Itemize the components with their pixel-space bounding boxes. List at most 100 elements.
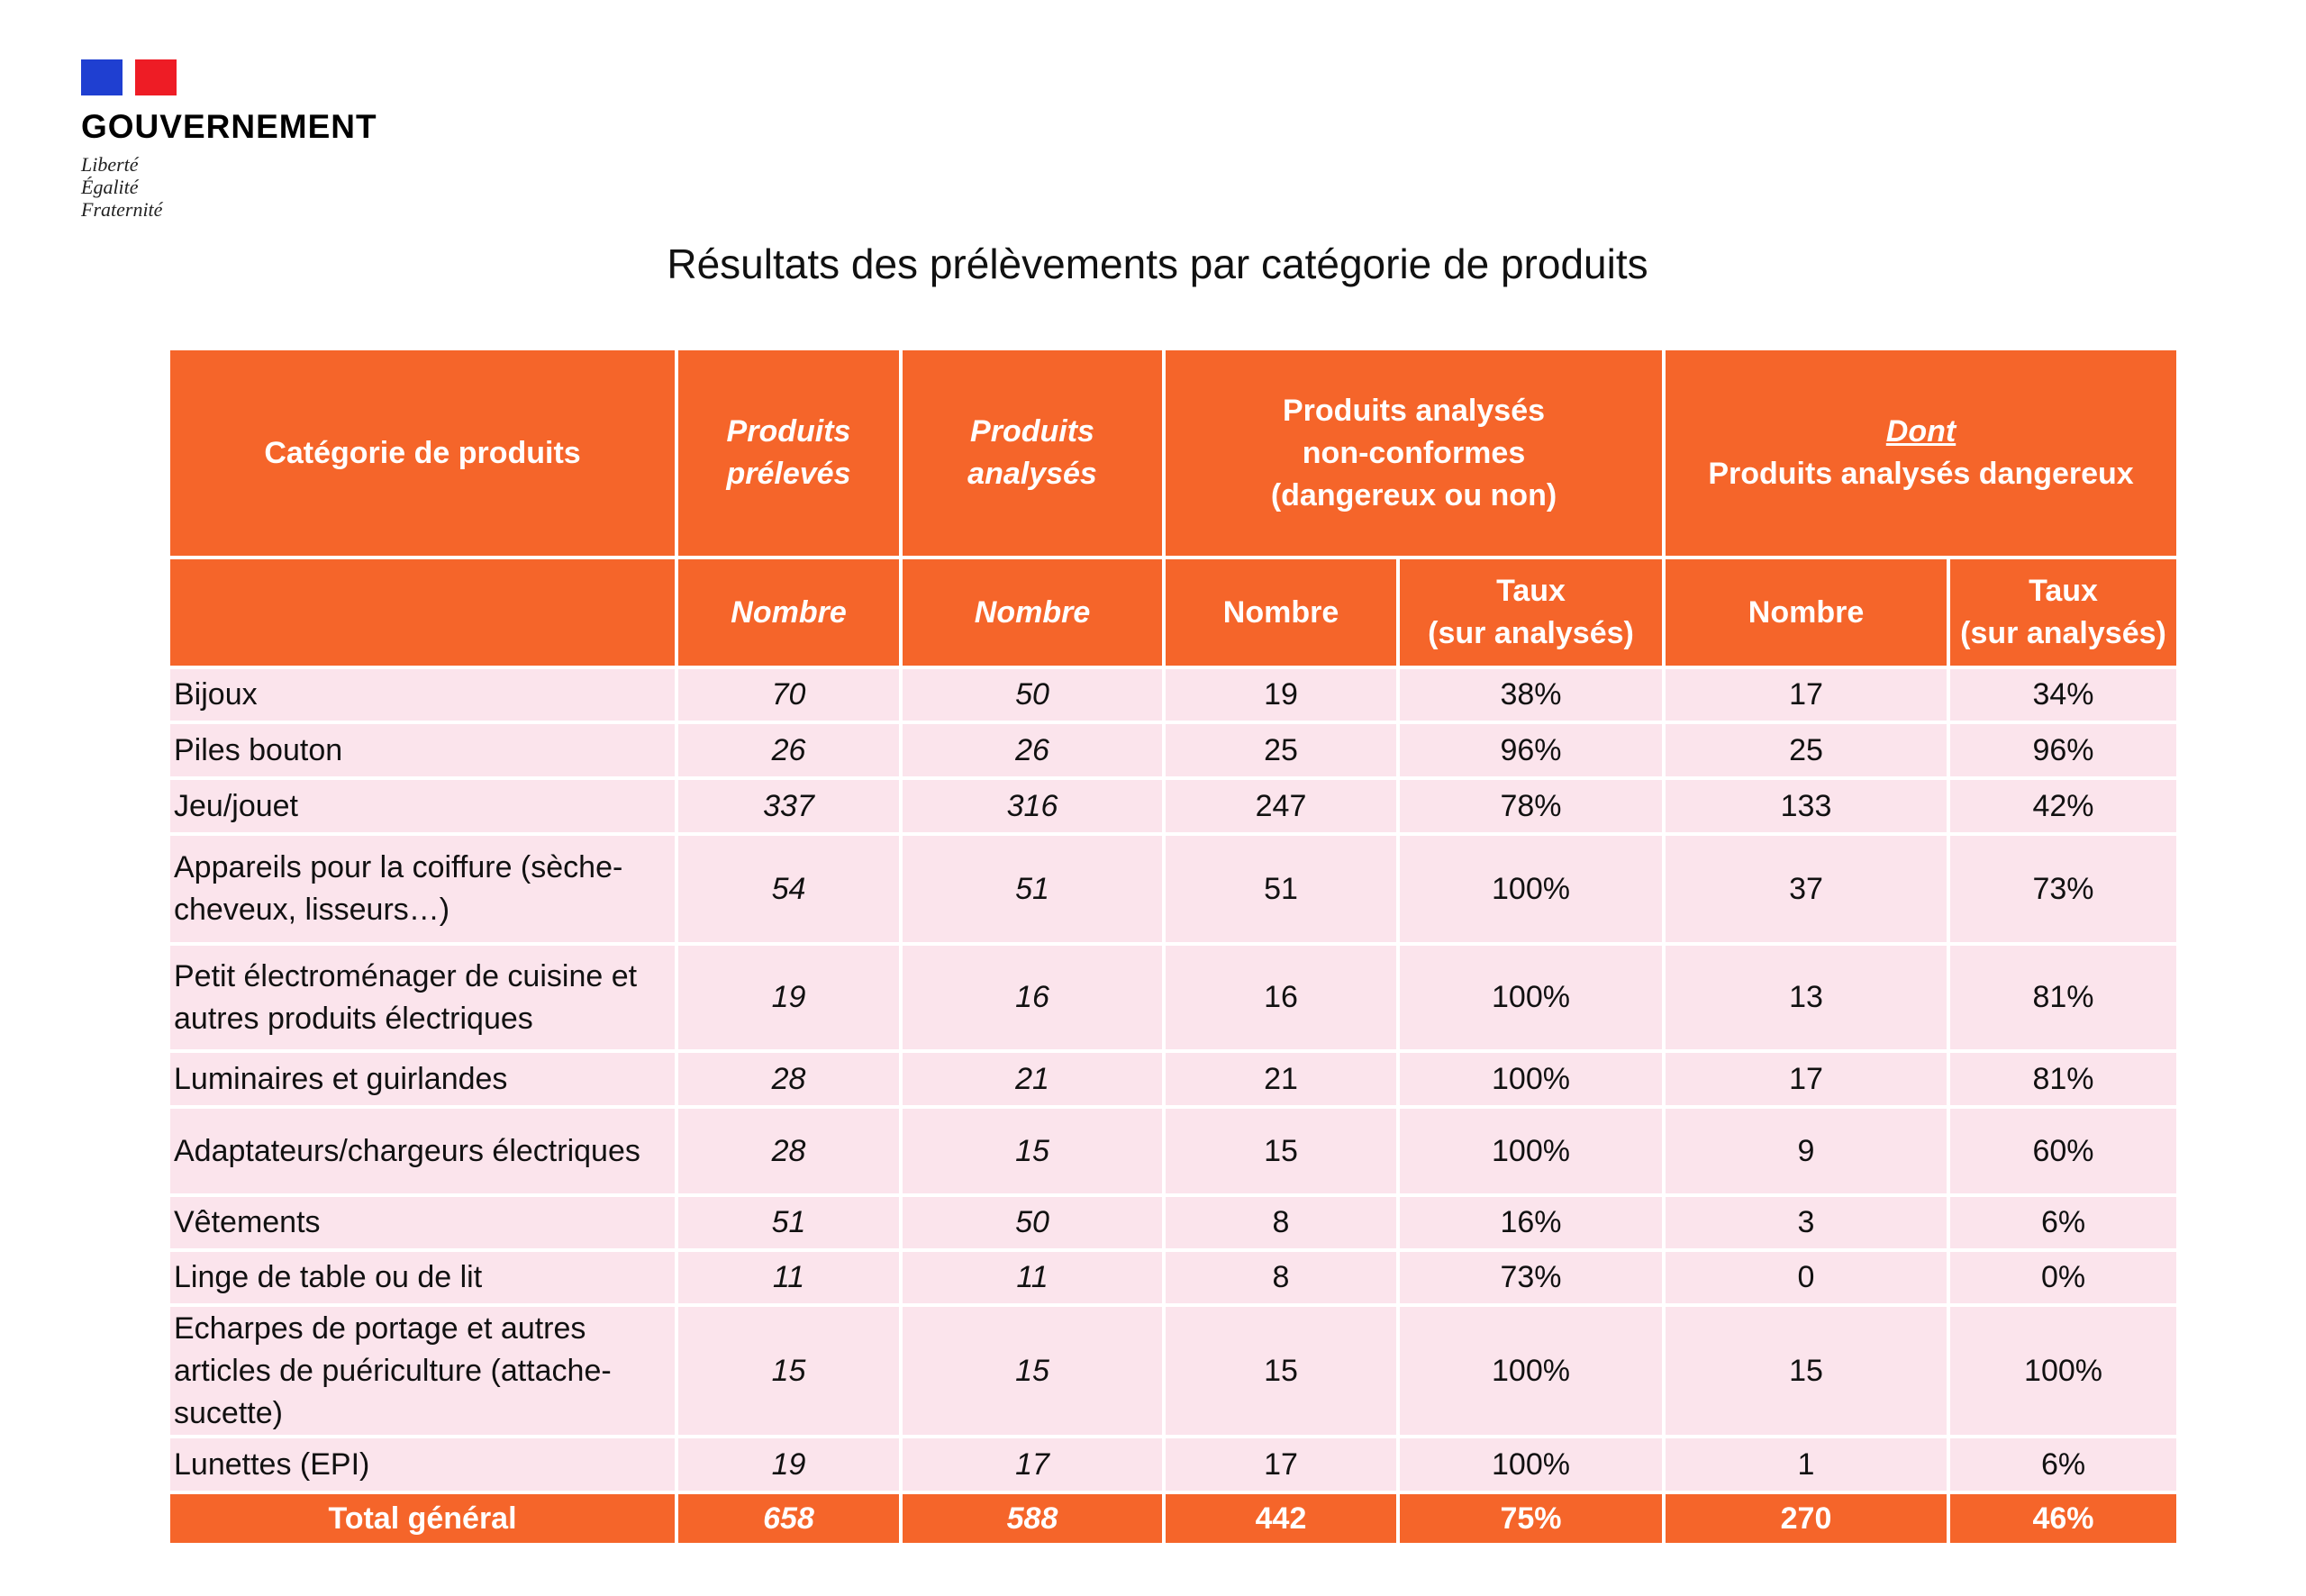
table-row: Bijoux 70 50 19 38% 17 34% [170,669,2177,721]
cell-preleves: 15 [678,1307,899,1435]
cell-analyses: 11 [903,1252,1162,1303]
logo-motto: Liberté Égalité Fraternité [81,153,377,221]
header-nombre: Nombre [1666,559,1947,666]
cell-preleves: 19 [678,1438,899,1491]
table-row: Appareils pour la coiffure (sèche-cheveu… [170,836,2177,942]
cell-d-taux: 81% [1950,946,2177,1049]
cell-preleves: 28 [678,1053,899,1105]
cell-analyses: 16 [903,946,1162,1049]
cell-nc-nombre: 17 [1166,1438,1396,1491]
cell-nc-nombre: 442 [1166,1494,1396,1543]
header-analyses: Produits analysés [903,350,1162,556]
cell-d-taux: 96% [1950,724,2177,776]
cell-category: Luminaires et guirlandes [170,1053,675,1105]
cell-analyses: 15 [903,1307,1162,1435]
cell-d-nombre: 17 [1666,1053,1947,1105]
cell-category: Adaptateurs/chargeurs électriques [170,1109,675,1193]
header-preleves: Produits prélevés [678,350,899,556]
total-row: Total général 658 588 442 75% 270 46% [170,1494,2177,1543]
cell-d-nombre: 15 [1666,1307,1947,1435]
cell-nc-nombre: 19 [1166,669,1396,721]
cell-d-taux: 42% [1950,780,2177,832]
cell-analyses: 51 [903,836,1162,942]
cell-category: Lunettes (EPI) [170,1438,675,1491]
header-non-conformes: Produits analysés non-conformes (dangereux… [1166,350,1663,556]
cell-analyses: 17 [903,1438,1162,1491]
cell-d-taux: 6% [1950,1438,2177,1491]
cell-nc-taux: 100% [1400,1109,1663,1193]
cell-preleves: 26 [678,724,899,776]
cell-preleves: 11 [678,1252,899,1303]
cell-nc-nombre: 8 [1166,1197,1396,1248]
cell-analyses: 588 [903,1494,1162,1543]
cell-d-nombre: 37 [1666,836,1947,942]
cell-nc-taux: 100% [1400,1053,1663,1105]
cell-d-taux: 0% [1950,1252,2177,1303]
logo-name: GOUVERNEMENT [81,108,377,145]
cell-nc-taux: 100% [1400,1438,1663,1491]
cell-category: Appareils pour la coiffure (sèche-cheveu… [170,836,675,942]
cell-nc-nombre: 21 [1166,1053,1396,1105]
cell-nc-nombre: 25 [1166,724,1396,776]
cell-d-nombre: 1 [1666,1438,1947,1491]
cell-d-nombre: 25 [1666,724,1947,776]
table-row: Echarpes de portage et autres articles d… [170,1307,2177,1435]
header-row-2: Nombre Nombre Nombre Taux (sur analysés) … [170,559,2177,666]
cell-d-nombre: 9 [1666,1109,1947,1193]
cell-preleves: 28 [678,1109,899,1193]
cell-d-nombre: 17 [1666,669,1947,721]
cell-nc-nombre: 16 [1166,946,1396,1049]
cell-nc-taux: 100% [1400,836,1663,942]
results-table: Catégorie de produits Produits prélevés P… [167,347,2180,1546]
motto-line: Égalité [81,176,139,198]
cell-analyses: 26 [903,724,1162,776]
cell-d-taux: 81% [1950,1053,2177,1105]
cell-preleves: 70 [678,669,899,721]
cell-nc-taux: 73% [1400,1252,1663,1303]
header-nombre: Nombre [678,559,899,666]
cell-d-nombre: 133 [1666,780,1947,832]
cell-d-nombre: 3 [1666,1197,1947,1248]
table-row: Piles bouton 26 26 25 96% 25 96% [170,724,2177,776]
cell-category: Piles bouton [170,724,675,776]
cell-nc-taux: 96% [1400,724,1663,776]
cell-d-nombre: 0 [1666,1252,1947,1303]
cell-preleves: 19 [678,946,899,1049]
cell-category: Bijoux [170,669,675,721]
header-taux: Taux (sur analysés) [1400,559,1663,666]
cell-d-taux: 73% [1950,836,2177,942]
cell-preleves: 51 [678,1197,899,1248]
cell-nc-nombre: 51 [1166,836,1396,942]
cell-nc-taux: 75% [1400,1494,1663,1543]
cell-nc-taux: 100% [1400,946,1663,1049]
cell-analyses: 316 [903,780,1162,832]
cell-d-taux: 34% [1950,669,2177,721]
cell-analyses: 50 [903,1197,1162,1248]
table-row: Adaptateurs/chargeurs électriques 28 15 15 1… [170,1109,2177,1193]
cell-preleves: 54 [678,836,899,942]
cell-category: Jeu/jouet [170,780,675,832]
cell-nc-nombre: 247 [1166,780,1396,832]
table-row: Lunettes (EPI) 19 17 17 100% 1 6% [170,1438,2177,1491]
cell-category: Echarpes de portage et autres articles d… [170,1307,675,1435]
page-title: Résultats des prélèvements par catégorie… [667,240,1648,287]
motto-line: Fraternité [81,198,163,221]
cell-d-taux: 6% [1950,1197,2177,1248]
cell-preleves: 337 [678,780,899,832]
header-taux: Taux (sur analysés) [1950,559,2177,666]
motto-line: Liberté [81,153,139,176]
table-row: Vêtements 51 50 8 16% 3 6% [170,1197,2177,1248]
cell-d-nombre: 270 [1666,1494,1947,1543]
government-logo: GOUVERNEMENT Liberté Égalité Fraternité [81,59,377,221]
table-row: Petit électroménager de cuisine et autre… [170,946,2177,1049]
cell-analyses: 50 [903,669,1162,721]
cell-category: Linge de table ou de lit [170,1252,675,1303]
table-row: Linge de table ou de lit 11 11 8 73% 0 0% [170,1252,2177,1303]
cell-category: Petit électroménager de cuisine et autre… [170,946,675,1049]
cell-nc-nombre: 15 [1166,1307,1396,1435]
cell-nc-nombre: 8 [1166,1252,1396,1303]
cell-d-taux: 60% [1950,1109,2177,1193]
cell-category: Vêtements [170,1197,675,1248]
cell-nc-taux: 78% [1400,780,1663,832]
header-nombre: Nombre [903,559,1162,666]
